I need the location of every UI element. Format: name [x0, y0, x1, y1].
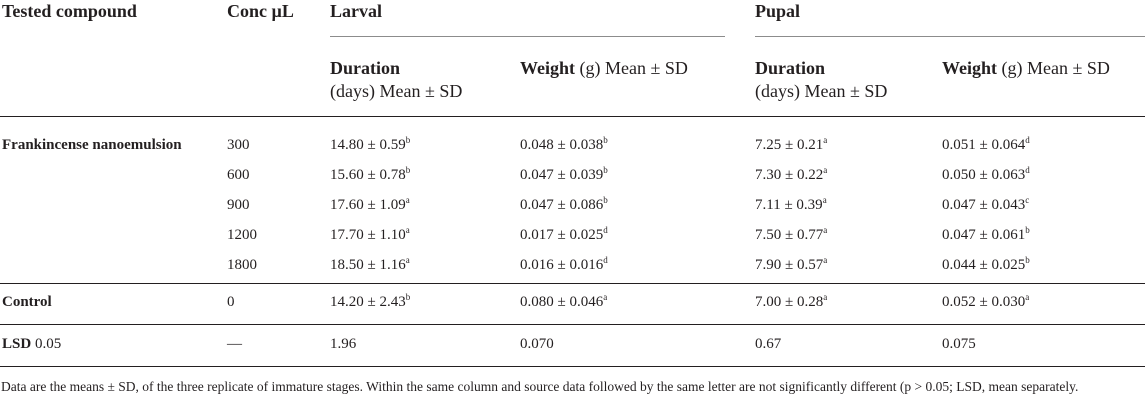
weight-bold: Weight: [520, 58, 576, 78]
header-larval: Larval: [330, 1, 382, 21]
cell-larval-weight: 0.070: [520, 336, 554, 352]
cell-larval-weight: 0.047 ± 0.039b: [520, 165, 608, 184]
cell-pupal-duration: 7.50 ± 0.77a: [755, 225, 828, 244]
cell-larval-weight: 0.017 ± 0.025d: [520, 225, 608, 244]
cell-larval-duration: 17.60 ± 1.09a: [330, 195, 410, 214]
cell-pupal-weight: 0.047 ± 0.061b: [942, 225, 1030, 244]
cell-conc: 300: [227, 137, 250, 153]
header-conc: Conc µL: [227, 1, 294, 21]
cell-larval-weight: 0.080 ± 0.046a: [520, 292, 608, 311]
cell-conc: 1200: [227, 227, 257, 243]
header-bottom-rule: [0, 116, 1145, 117]
cell-larval-duration: 18.50 ± 1.16a: [330, 255, 410, 274]
cell-pupal-duration: 0.67: [755, 336, 782, 352]
header-pupal-duration: Duration (days) Mean ± SD: [755, 57, 887, 103]
cell-pupal-duration: 7.25 ± 0.21a: [755, 135, 828, 154]
group-divider-rule: [0, 283, 1145, 284]
cell-conc: 0: [227, 294, 235, 310]
cell-pupal-weight: 0.052 ± 0.030a: [942, 292, 1030, 311]
cell-pupal-weight: 0.047 ± 0.043c: [942, 195, 1030, 214]
group-lsd: LSD 0.05: [2, 336, 62, 352]
header-larval-weight: Weight (g) Mean ± SD: [520, 57, 688, 80]
table-footnote: Data are the means ± SD, of the three re…: [1, 379, 1079, 394]
weight-rest: (g) Mean ± SD: [997, 58, 1110, 78]
header-pupal-weight: Weight (g) Mean ± SD: [942, 57, 1110, 80]
weight-rest: (g) Mean ± SD: [575, 58, 688, 78]
duration-bold: Duration: [755, 58, 826, 78]
cell-conc: —: [227, 336, 242, 352]
duration-rest: (days) Mean ± SD: [755, 81, 888, 101]
cell-larval-duration: 14.20 ± 2.43b: [330, 292, 411, 311]
pupal-group-rule: [755, 36, 1145, 37]
group-control: Control: [2, 294, 52, 310]
duration-bold: Duration: [330, 58, 401, 78]
cell-pupal-weight: 0.050 ± 0.063d: [942, 165, 1030, 184]
cell-pupal-duration: 7.11 ± 0.39a: [755, 195, 827, 214]
larval-group-rule: [330, 36, 725, 37]
duration-rest: (days) Mean ± SD: [330, 81, 463, 101]
cell-larval-weight: 0.048 ± 0.038b: [520, 135, 608, 154]
header-pupal: Pupal: [755, 1, 801, 21]
cell-conc: 1800: [227, 257, 257, 273]
cell-larval-duration: 15.60 ± 0.78b: [330, 165, 411, 184]
cell-pupal-weight: 0.075: [942, 336, 976, 352]
cell-larval-weight: 0.047 ± 0.086b: [520, 195, 608, 214]
table-bottom-rule: [0, 366, 1145, 367]
header-larval-duration: Duration (days) Mean ± SD: [330, 57, 462, 103]
cell-pupal-duration: 7.00 ± 0.28a: [755, 292, 828, 311]
group-frankincense: Frankincense nanoemulsion: [2, 137, 182, 153]
weight-bold: Weight: [942, 58, 998, 78]
cell-larval-duration: 17.70 ± 1.10a: [330, 225, 410, 244]
header-tested-compound: Tested compound: [2, 1, 137, 21]
cell-larval-duration: 14.80 ± 0.59b: [330, 135, 411, 154]
cell-larval-duration: 1.96: [330, 336, 357, 352]
cell-pupal-weight: 0.044 ± 0.025b: [942, 255, 1030, 274]
cell-pupal-weight: 0.051 ± 0.064d: [942, 135, 1030, 154]
control-divider-rule: [0, 324, 1145, 325]
cell-conc: 600: [227, 167, 250, 183]
cell-pupal-duration: 7.30 ± 0.22a: [755, 165, 828, 184]
cell-conc: 900: [227, 197, 250, 213]
cell-pupal-duration: 7.90 ± 0.57a: [755, 255, 828, 274]
cell-larval-weight: 0.016 ± 0.016d: [520, 255, 608, 274]
